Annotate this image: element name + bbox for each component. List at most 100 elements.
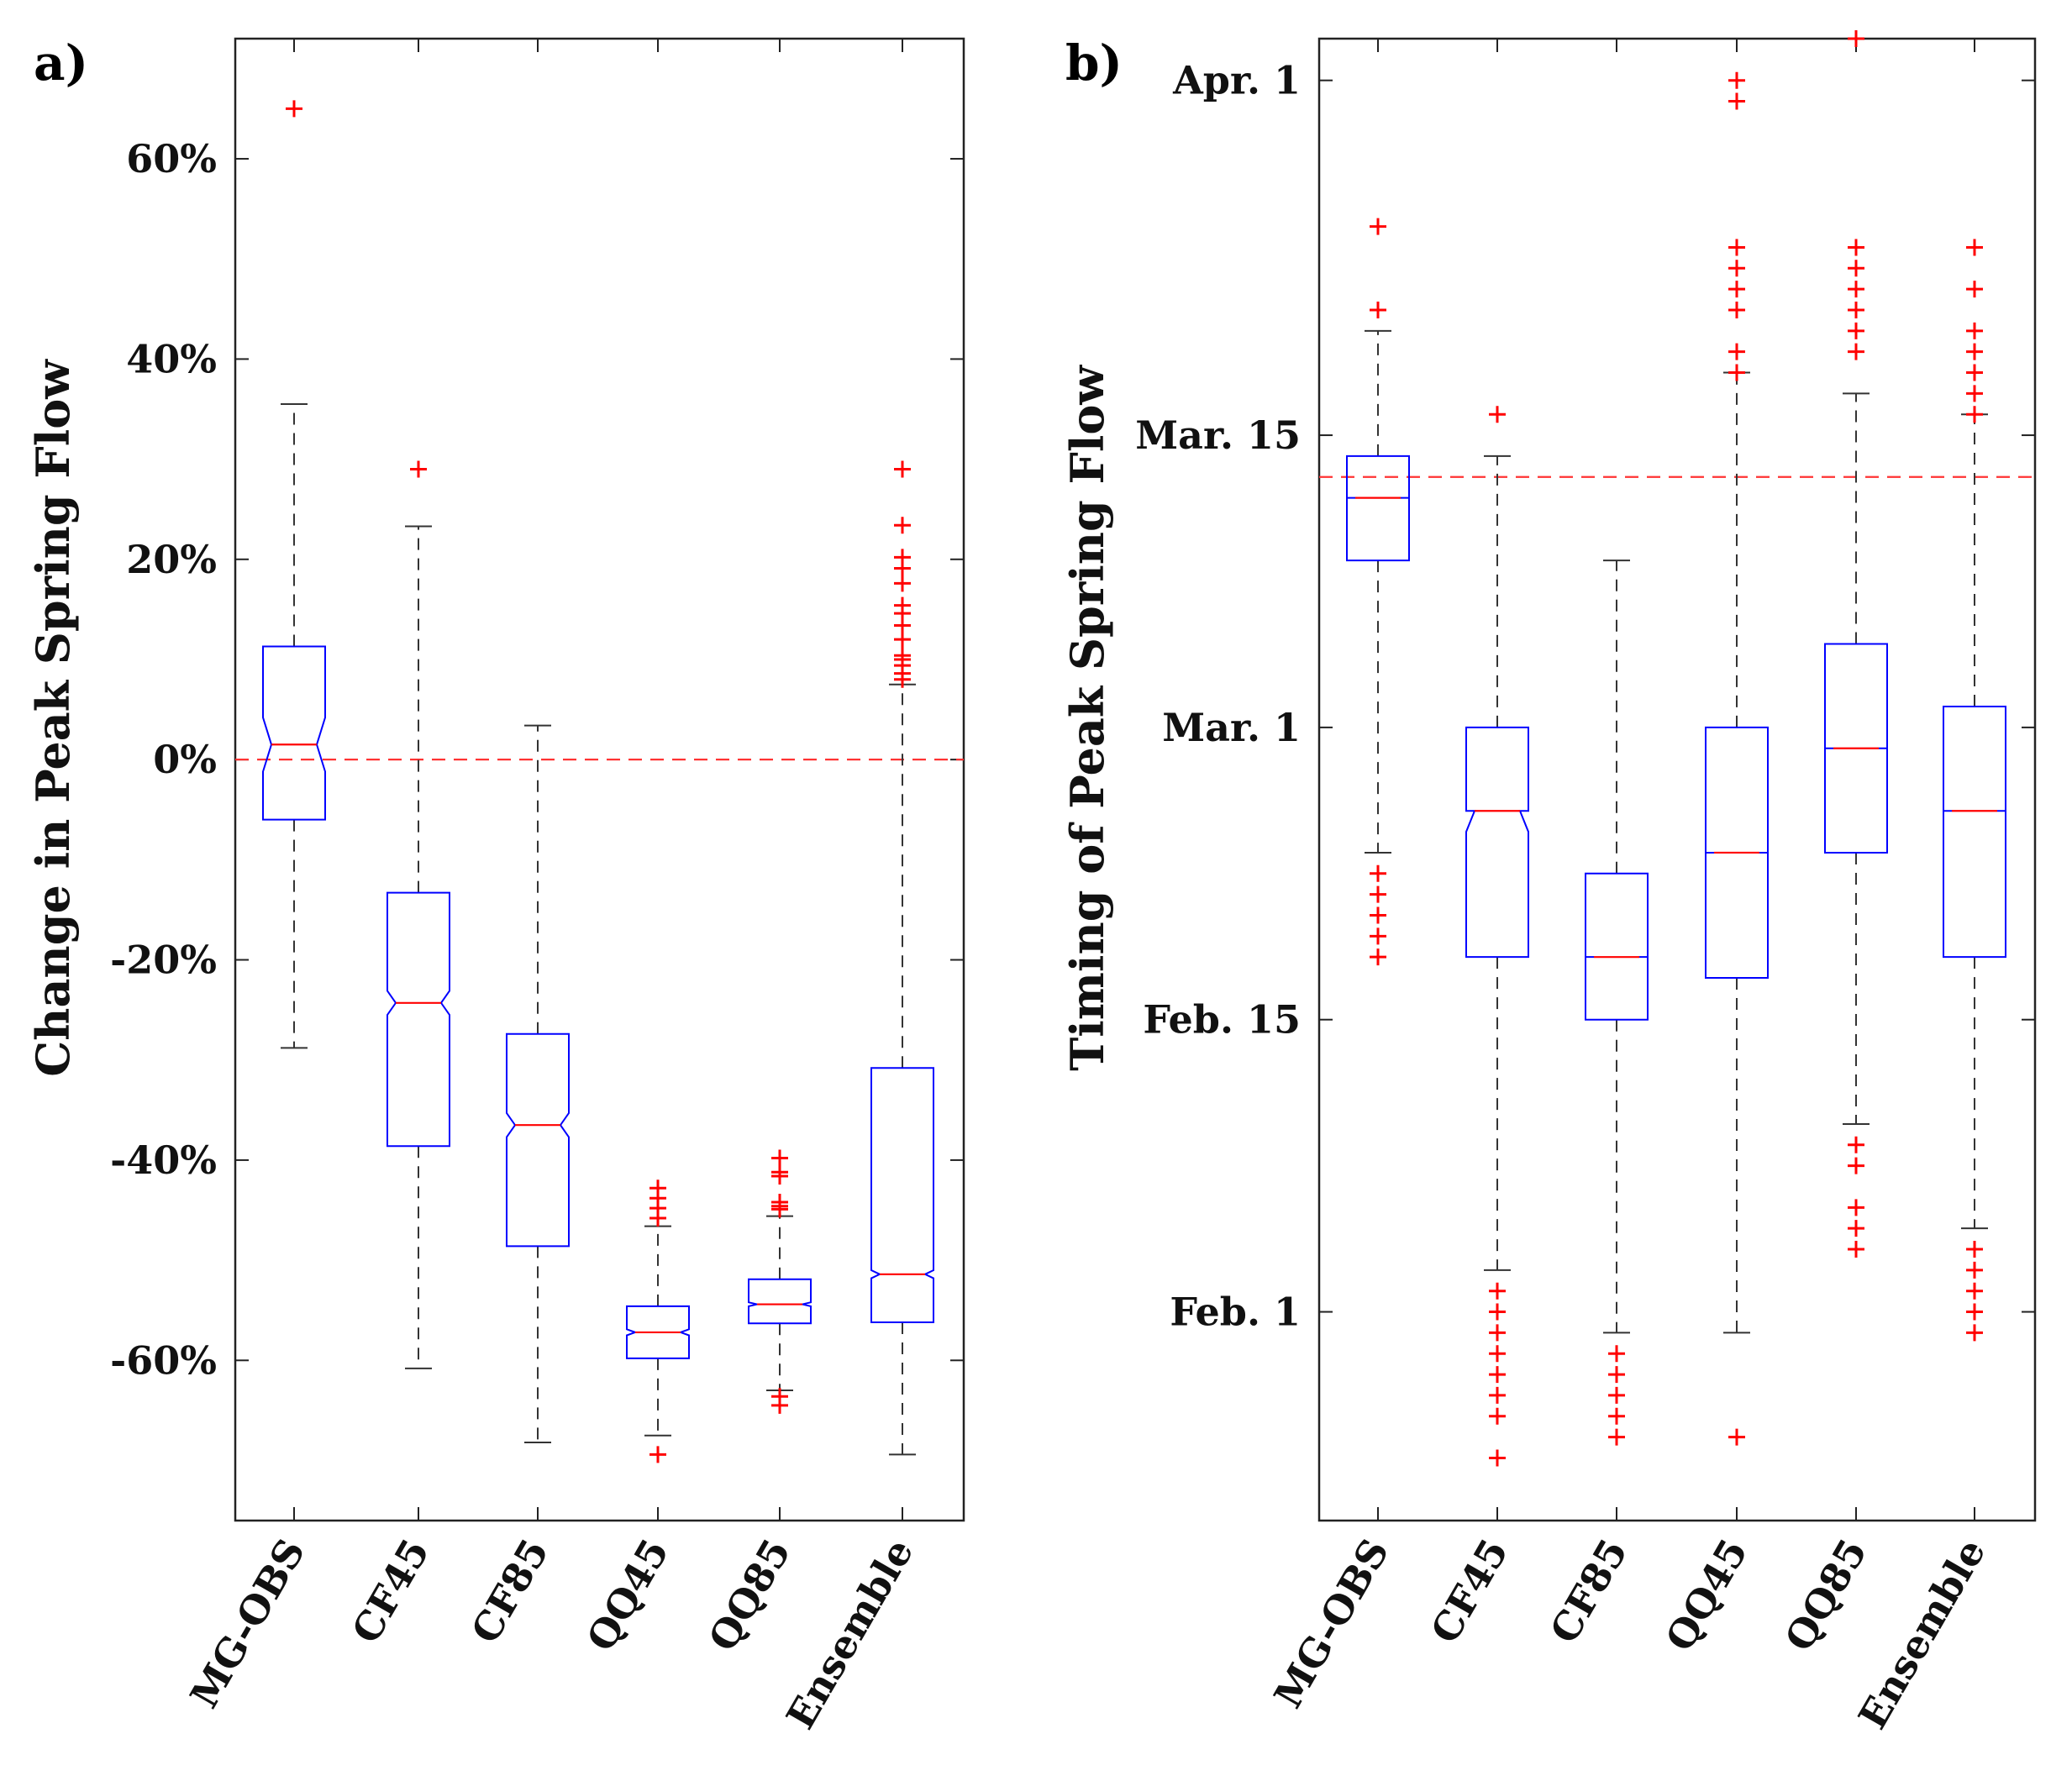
- outlier-point: [1848, 239, 1864, 256]
- outlier-point: [1728, 343, 1745, 360]
- outlier-point: [649, 1446, 666, 1463]
- y-tick-label: 40%: [126, 336, 217, 381]
- outlier-point: [1848, 322, 1864, 339]
- outlier-point: [771, 1167, 788, 1185]
- outlier-point: [1966, 1261, 1983, 1279]
- outlier-point: [1848, 1157, 1864, 1174]
- box-body: [387, 891, 450, 1148]
- plot-frame-b: [1317, 37, 2037, 1522]
- outlier-point: [1966, 322, 1983, 339]
- box-body: [1465, 726, 1529, 959]
- outlier-point: [771, 1149, 788, 1167]
- outlier-point: [771, 1200, 788, 1218]
- outlier-point: [1728, 364, 1745, 381]
- outlier-point: [1848, 1241, 1864, 1258]
- plot-frame-a: [234, 37, 965, 1522]
- box-cf45: [1465, 406, 1529, 1467]
- outlier-point: [1489, 1345, 1506, 1363]
- panel-label-b: b): [1065, 34, 1123, 92]
- y-tick-label: Feb. 15: [1143, 997, 1301, 1043]
- box-body: [1943, 706, 2006, 959]
- outlier-point: [1728, 281, 1745, 298]
- box-qq45: [1705, 71, 1769, 1446]
- x-tick-label: Ensemble: [777, 1531, 922, 1737]
- outlier-point: [1848, 30, 1864, 47]
- panel-b: b) Timing of Peak Spring Flow Feb. 1 Feb.…: [1060, 30, 2037, 1736]
- outlier-point: [286, 100, 302, 118]
- outlier-point: [1370, 948, 1386, 966]
- outlier-point: [1489, 1407, 1506, 1425]
- outlier-point: [1848, 301, 1864, 318]
- outlier-point: [1848, 260, 1864, 277]
- outlier-point: [1728, 301, 1745, 318]
- outlier-point: [1728, 92, 1745, 110]
- box-qq85: [1824, 30, 1888, 1258]
- outlier-point: [1728, 1428, 1745, 1446]
- outlier-point: [1608, 1366, 1625, 1384]
- outlier-point: [1848, 1199, 1864, 1216]
- x-tick-label: QQ45: [1657, 1531, 1757, 1659]
- outlier-point: [1489, 1386, 1506, 1404]
- outlier-point: [1370, 906, 1386, 924]
- outlier-point: [1966, 1324, 1983, 1342]
- outlier-point: [1966, 1282, 1983, 1300]
- outlier-point: [894, 460, 911, 478]
- x-tick-label: MG-OBS: [181, 1531, 314, 1716]
- y-axis-title-b: Timing of Peak Spring Flow: [1060, 365, 1114, 1071]
- outlier-point: [1728, 239, 1745, 256]
- outlier-point: [1370, 927, 1386, 945]
- x-tick-label: QQ45: [578, 1531, 678, 1659]
- outlier-point: [1966, 406, 1983, 423]
- y-tick-label: -60%: [110, 1337, 217, 1383]
- outlier-point: [1608, 1407, 1625, 1425]
- outlier-point: [771, 1396, 788, 1414]
- outlier-point: [1848, 343, 1864, 360]
- box-body: [1705, 726, 1769, 980]
- outlier-point: [1489, 1366, 1506, 1384]
- box-body: [506, 1032, 570, 1248]
- box-mg-obs: [1346, 218, 1410, 966]
- box-body: [870, 1067, 934, 1324]
- y-tick-label: Apr. 1: [1172, 58, 1301, 103]
- outlier-point: [1966, 364, 1983, 381]
- box-mg-obs: [262, 100, 326, 1049]
- x-tick-label: CF85: [1541, 1531, 1636, 1651]
- outlier-point: [894, 575, 911, 592]
- box-body: [748, 1278, 812, 1325]
- x-tick-label: CF85: [462, 1531, 557, 1651]
- y-tick-label: Mar. 15: [1135, 412, 1301, 458]
- outlier-point: [410, 460, 427, 478]
- outlier-point: [1966, 1303, 1983, 1321]
- outlier-point: [1489, 1303, 1506, 1321]
- outlier-point: [1608, 1428, 1625, 1446]
- box-qq45: [626, 1179, 690, 1463]
- outlier-point: [894, 670, 911, 688]
- box-qq85: [748, 1149, 812, 1414]
- outlier-point: [1966, 281, 1983, 298]
- x-tick-label: MG-OBS: [1265, 1531, 1398, 1716]
- outlier-point: [1966, 1241, 1983, 1258]
- outlier-point: [1966, 343, 1983, 360]
- y-tick-label: 0%: [153, 737, 217, 782]
- panel-a: a) Change in Peak Spring Flow -60% -40% -2…: [26, 34, 965, 1737]
- y-tick-label: -40%: [110, 1137, 217, 1183]
- outlier-point: [894, 517, 911, 534]
- outlier-point: [1608, 1345, 1625, 1363]
- box-body: [1346, 454, 1410, 562]
- box-ensemble: [1943, 239, 2006, 1342]
- box-body: [1824, 643, 1888, 854]
- box-ensemble: [870, 460, 934, 1456]
- x-tick-label: CF45: [343, 1531, 438, 1651]
- outlier-point: [1370, 301, 1386, 318]
- outlier-point: [894, 617, 911, 634]
- box-cf45: [387, 460, 450, 1369]
- outlier-point: [1370, 218, 1386, 235]
- outlier-point: [1848, 1136, 1864, 1153]
- outlier-point: [1728, 260, 1745, 277]
- box-body: [262, 645, 326, 821]
- box-body: [1585, 872, 1649, 1021]
- outlier-point: [1608, 1386, 1625, 1404]
- outlier-point: [1489, 406, 1506, 423]
- outlier-point: [894, 631, 911, 649]
- outlier-point: [1848, 281, 1864, 298]
